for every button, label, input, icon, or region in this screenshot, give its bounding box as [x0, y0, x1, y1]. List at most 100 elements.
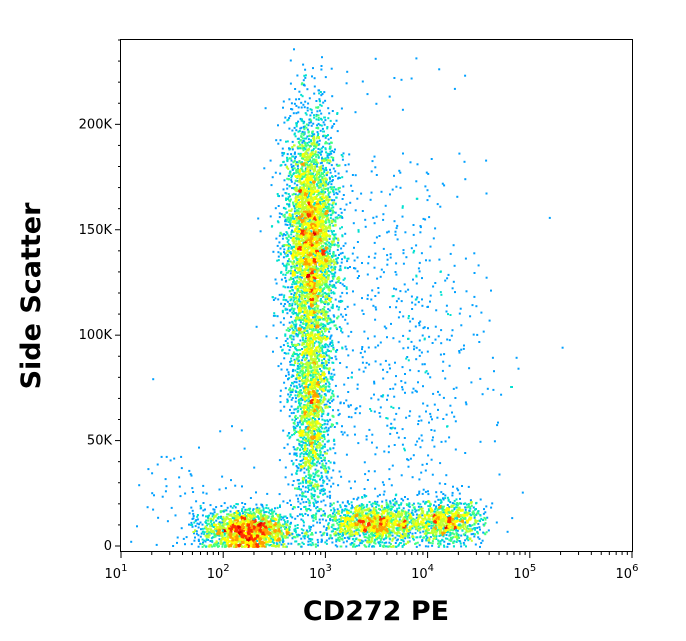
- event-point: [314, 218, 317, 221]
- event-point: [302, 149, 305, 152]
- event-point: [310, 143, 313, 146]
- event-point: [293, 254, 296, 257]
- event-point: [300, 319, 302, 322]
- event-point: [259, 230, 262, 233]
- event-point: [314, 247, 317, 250]
- event-point: [317, 260, 320, 263]
- event-point: [294, 389, 297, 392]
- event-point: [299, 154, 302, 156]
- event-point: [296, 180, 299, 182]
- event-point: [275, 139, 278, 142]
- event-point: [332, 240, 335, 243]
- event-point: [312, 239, 314, 242]
- event-point: [312, 136, 315, 139]
- event-point: [328, 321, 331, 324]
- event-point: [304, 207, 307, 210]
- event-point: [307, 455, 310, 458]
- event-point: [298, 130, 301, 132]
- event-point: [326, 471, 329, 474]
- event-point: [327, 317, 330, 320]
- event-point: [324, 157, 327, 160]
- event-point: [309, 266, 312, 269]
- event-point: [305, 236, 308, 239]
- event-point: [316, 439, 319, 442]
- event-point: [322, 229, 325, 232]
- event-point: [299, 169, 301, 172]
- event-point: [304, 185, 307, 188]
- event-point: [331, 242, 334, 245]
- event-point: [306, 191, 309, 193]
- event-point: [310, 328, 313, 331]
- event-point: [290, 180, 293, 183]
- event-point: [334, 261, 337, 264]
- event-point: [347, 404, 350, 407]
- event-point: [275, 237, 278, 240]
- event-point: [328, 241, 330, 244]
- event-point: [324, 456, 326, 459]
- event-point: [310, 322, 313, 325]
- event-point: [290, 357, 293, 360]
- event-point: [317, 114, 320, 117]
- event-point: [299, 273, 302, 276]
- event-point: [334, 254, 337, 257]
- event-point: [317, 341, 320, 344]
- event-point: [303, 223, 306, 226]
- event-point: [312, 312, 315, 314]
- event-point: [283, 213, 286, 216]
- event-point: [303, 283, 305, 286]
- event-point: [303, 236, 306, 239]
- event-point: [300, 305, 303, 308]
- event-point: [310, 197, 313, 200]
- event-point: [324, 119, 327, 122]
- event-point: [311, 166, 314, 169]
- event-point: [328, 405, 330, 408]
- event-point: [316, 296, 319, 299]
- event-point: [320, 268, 323, 271]
- event-point: [319, 167, 322, 170]
- event-point: [311, 461, 314, 464]
- event-point: [302, 458, 305, 460]
- event-point: [324, 285, 327, 288]
- event-point: [291, 327, 294, 330]
- event-point: [282, 298, 285, 301]
- event-point: [293, 256, 295, 259]
- event-point: [323, 234, 326, 237]
- event-point: [328, 220, 331, 222]
- event-point: [323, 200, 326, 202]
- event-point: [324, 147, 327, 150]
- event-point: [318, 137, 320, 140]
- event-point: [320, 124, 323, 127]
- event-point: [300, 240, 303, 242]
- event-point: [306, 354, 309, 357]
- event-point: [294, 327, 297, 330]
- event-point: [309, 313, 312, 315]
- event-point: [293, 273, 296, 276]
- event-point: [300, 186, 303, 189]
- event-point: [331, 212, 334, 215]
- event-point: [324, 177, 327, 180]
- event-point: [289, 296, 292, 298]
- event-point: [332, 447, 335, 450]
- event-point: [302, 514, 304, 517]
- event-point: [296, 222, 299, 225]
- event-point: [325, 195, 328, 198]
- event-point: [292, 270, 294, 273]
- event-point: [290, 293, 293, 295]
- event-point: [290, 341, 293, 344]
- event-point: [305, 381, 308, 384]
- event-point: [294, 319, 297, 321]
- event-point: [298, 237, 301, 240]
- event-point: [319, 409, 322, 412]
- event-point: [314, 237, 317, 240]
- event-point: [293, 332, 296, 335]
- event-point: [330, 209, 333, 212]
- event-point: [302, 253, 305, 256]
- event-point: [289, 173, 292, 176]
- event-point: [315, 305, 318, 308]
- event-point: [308, 177, 311, 180]
- event-point: [327, 117, 330, 120]
- event-point: [313, 323, 316, 326]
- event-point: [310, 455, 313, 458]
- event-point: [332, 368, 335, 371]
